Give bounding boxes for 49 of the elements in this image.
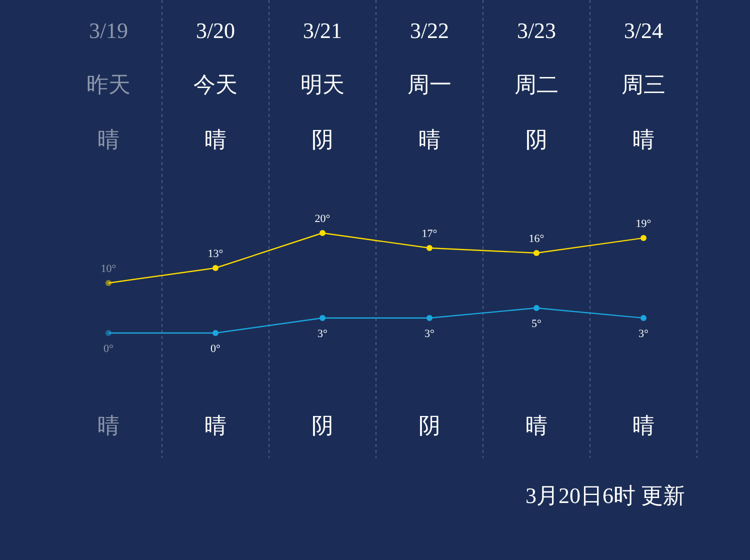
- x-tick-label: 3/20: [196, 18, 236, 43]
- text: 今天: [194, 72, 238, 97]
- x-tick-label: 3/22: [410, 18, 450, 43]
- text: 周二: [514, 72, 558, 97]
- data-label: 16°: [528, 233, 544, 245]
- text: 晴: [418, 127, 440, 152]
- text: 晴: [204, 127, 226, 152]
- data-label: 3°: [318, 328, 328, 340]
- text: 阴: [312, 127, 334, 152]
- data-label: 5°: [532, 318, 542, 330]
- point: [426, 315, 432, 321]
- text: 晴: [632, 413, 654, 438]
- text: 阴: [526, 127, 548, 152]
- text: 晴: [632, 127, 654, 152]
- point: [640, 315, 646, 321]
- text: 晴: [98, 127, 120, 152]
- data-label: 10°: [100, 263, 116, 275]
- data-label: 20°: [314, 213, 330, 225]
- data-label: 13°: [208, 248, 224, 260]
- data-label: 3°: [424, 328, 434, 340]
- text: 晴: [204, 413, 226, 438]
- data-label: 19°: [636, 218, 652, 230]
- x-tick-label: 3/23: [516, 18, 556, 43]
- x-tick-label: 3/19: [88, 18, 128, 43]
- text: 昨天: [86, 72, 130, 97]
- point: [534, 305, 540, 311]
- point: [212, 330, 218, 336]
- point: [426, 245, 432, 251]
- x-tick-label: 3/24: [624, 18, 664, 43]
- point: [106, 330, 112, 336]
- text: 晴: [526, 413, 548, 438]
- data-label: 0°: [104, 343, 114, 355]
- text: 3月20日6时 更新: [526, 483, 685, 508]
- data-label: 0°: [210, 343, 220, 355]
- point: [212, 265, 218, 271]
- text: 晴: [98, 413, 120, 438]
- data-label: 17°: [422, 228, 438, 240]
- point: [640, 235, 646, 241]
- point: [320, 315, 326, 321]
- text: 周一: [408, 72, 452, 97]
- point: [320, 230, 326, 236]
- text: 阴: [418, 413, 440, 438]
- point: [534, 250, 540, 256]
- point: [106, 280, 112, 286]
- text: 阴: [312, 413, 334, 438]
- text: 周三: [622, 72, 666, 97]
- text: 明天: [300, 72, 344, 97]
- x-tick-label: 3/21: [302, 18, 342, 43]
- data-label: 3°: [638, 328, 648, 340]
